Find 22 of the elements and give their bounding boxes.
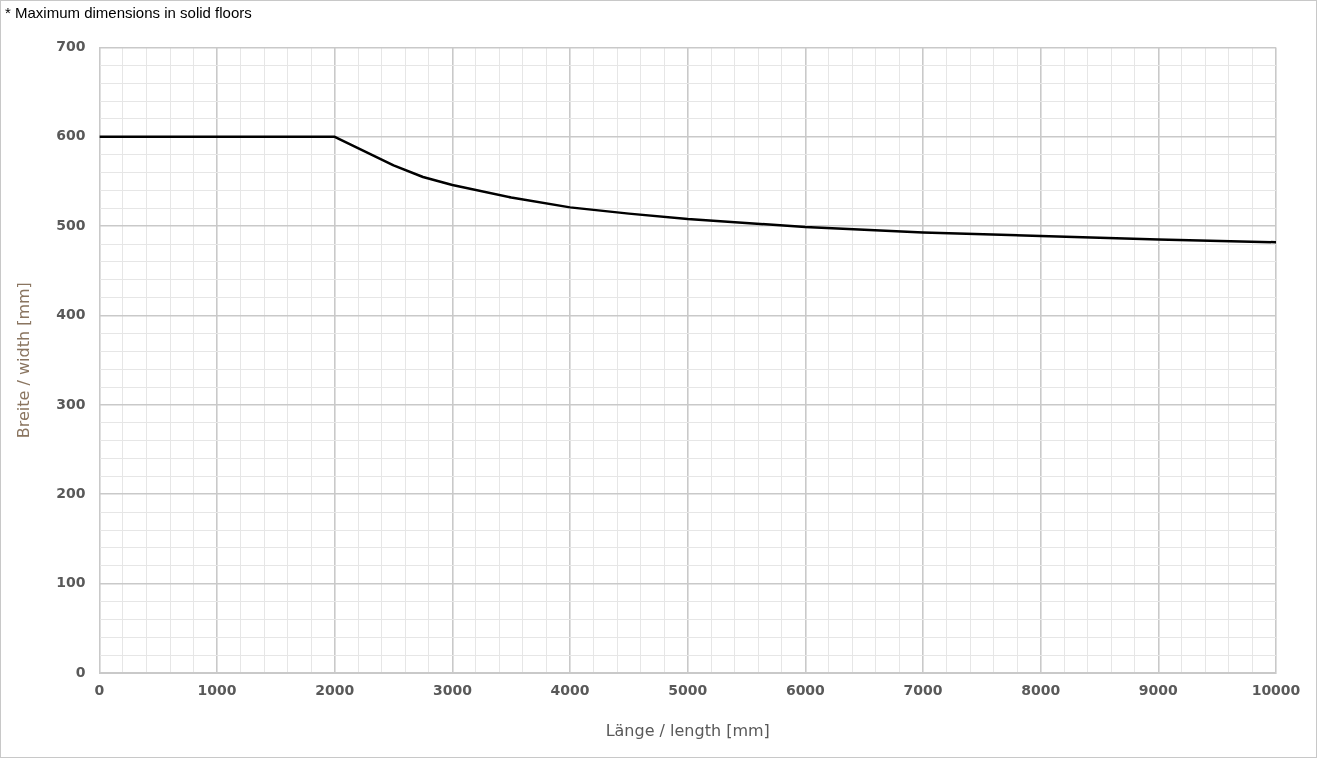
x-tick-label: 2000 (315, 682, 355, 699)
y-tick-label: 700 (56, 38, 86, 55)
x-axis-title: Länge / length [mm] (605, 720, 770, 740)
x-tick-label: 7000 (903, 682, 943, 699)
text: * Maximum dimensions in solid floors (5, 4, 252, 21)
y-tick-label: 500 (56, 216, 86, 233)
y-tick-label: 400 (56, 306, 86, 323)
x-tick-label: 0 (94, 682, 105, 699)
x-tick-label: 4000 (550, 682, 590, 699)
y-tick-label: 0 (75, 663, 86, 680)
x-tick-label: 5000 (668, 682, 708, 699)
x-tick-label: 6000 (785, 682, 826, 699)
y-tick-label: 600 (56, 127, 86, 144)
x-tick-label: 10000 (1251, 682, 1301, 699)
x-tick-label: 8000 (1021, 682, 1061, 699)
y-tick-label: 300 (56, 395, 86, 412)
x-tick-label: 9000 (1138, 682, 1179, 699)
x-tick-label: 1000 (197, 682, 237, 699)
y-tick-label: 100 (56, 574, 86, 591)
x-tick-label: 3000 (432, 682, 473, 699)
y-tick-label: 200 (56, 484, 86, 501)
y-axis-title: Breite / width [mm] (13, 282, 33, 439)
